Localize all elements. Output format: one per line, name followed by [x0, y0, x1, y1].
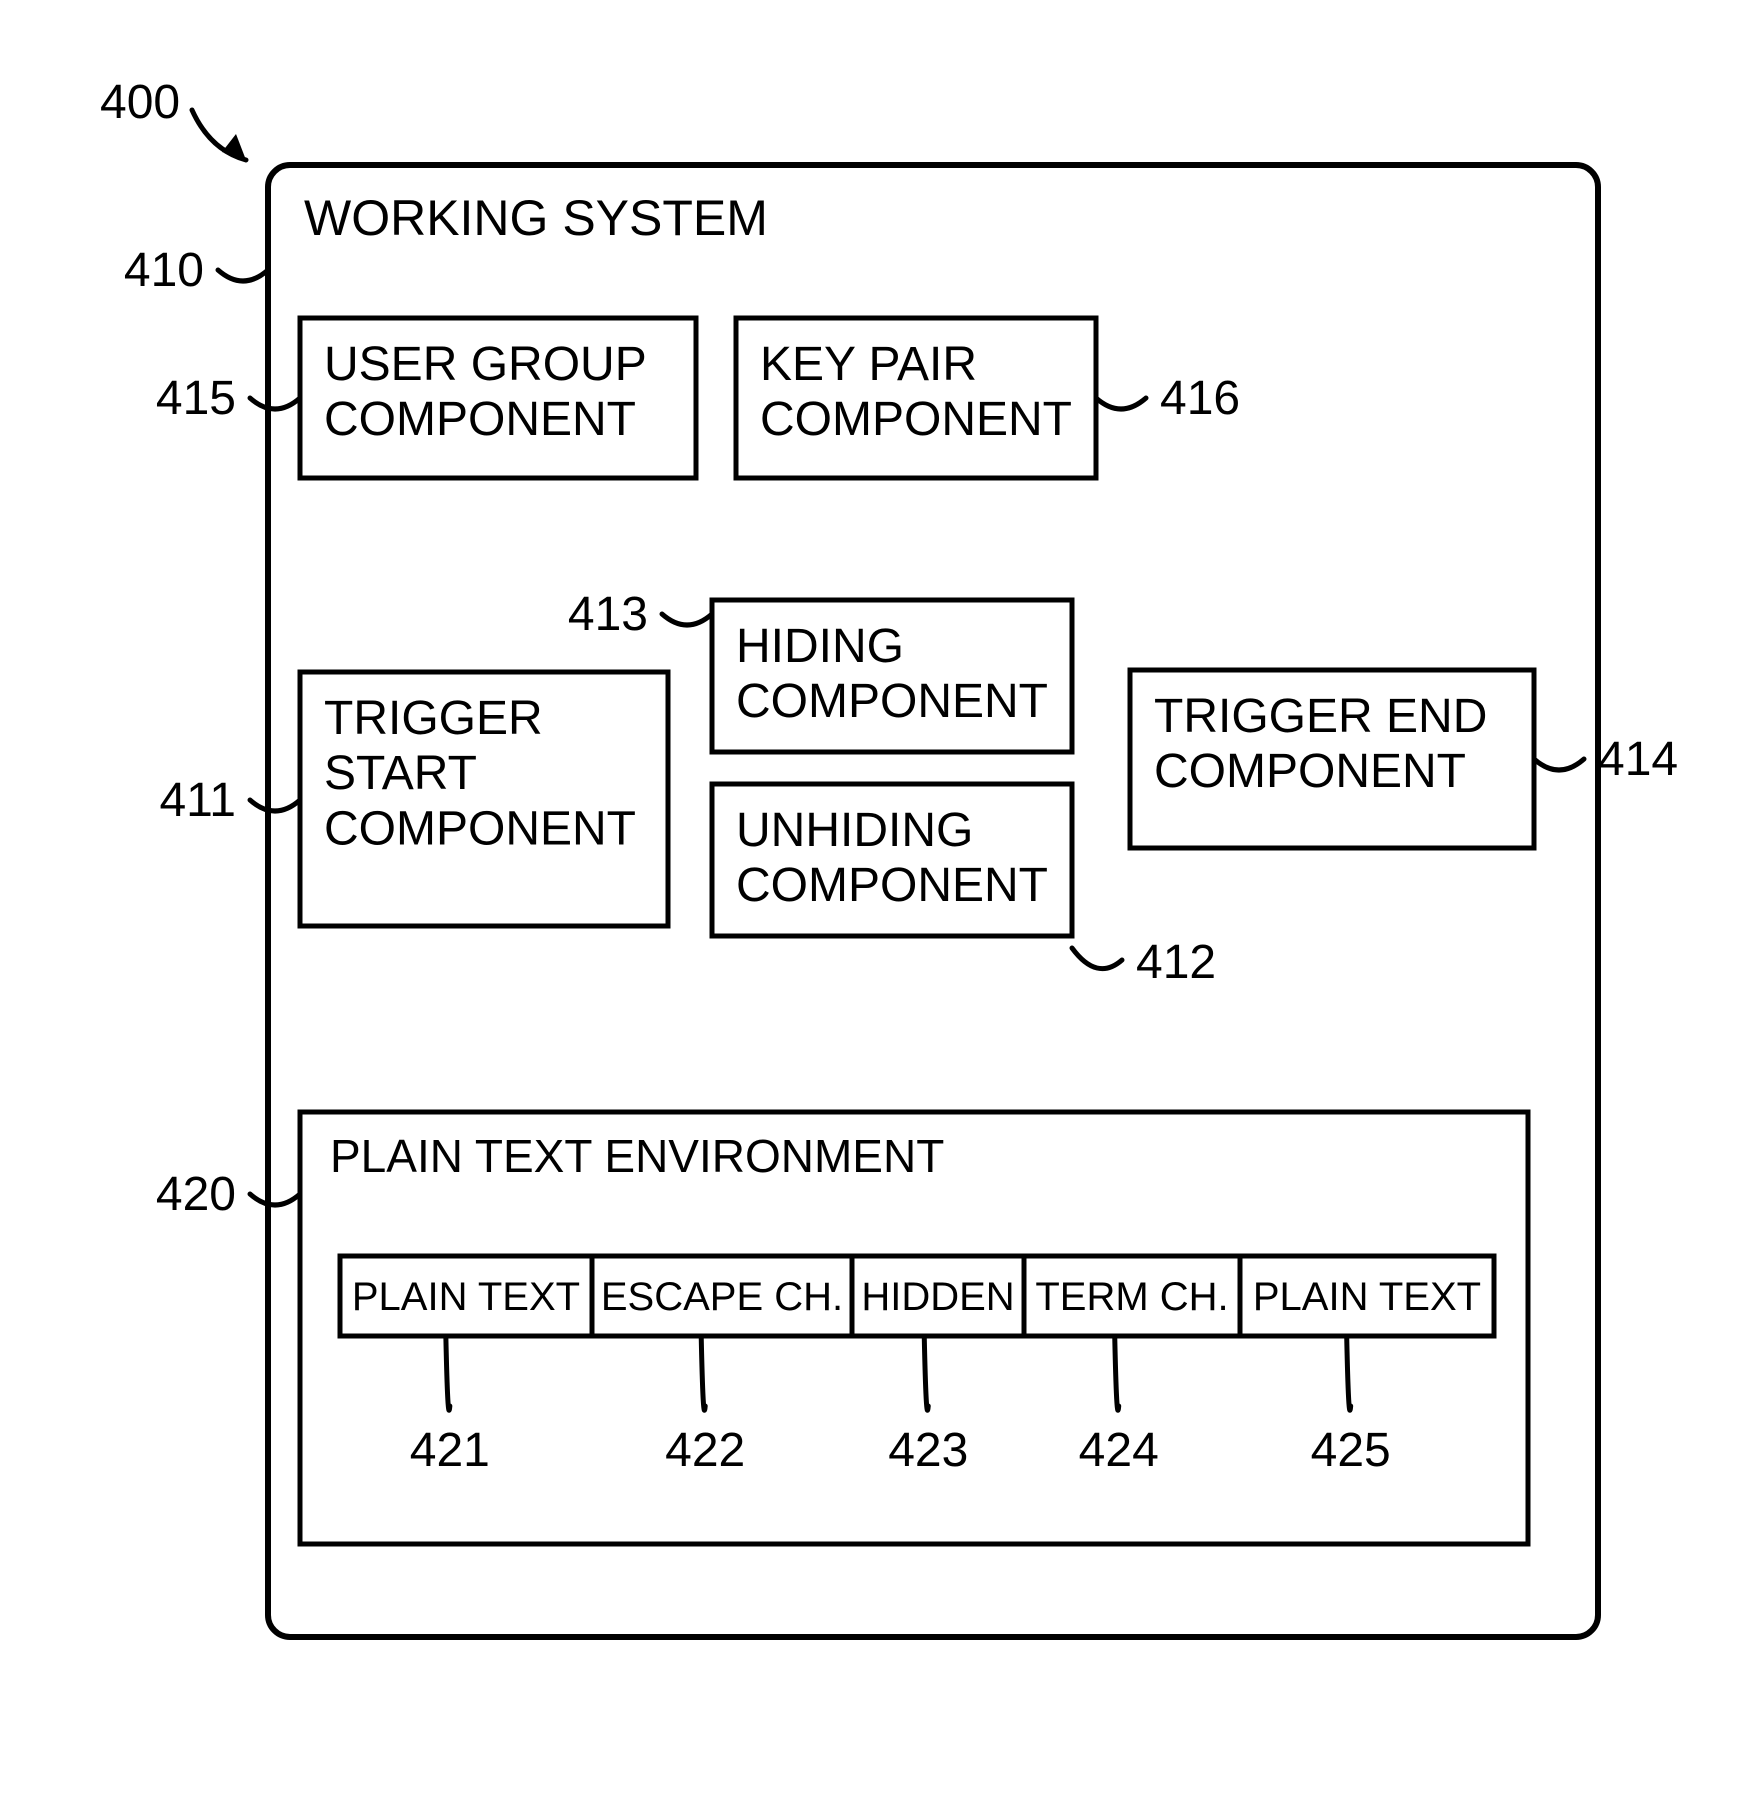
working-system-title: WORKING SYSTEM: [304, 190, 768, 246]
key-pair-label-0: KEY PAIR: [760, 338, 977, 391]
hiding-label-0: HIDING: [736, 620, 904, 673]
ref-412-ref: 412: [1136, 936, 1216, 989]
seq-cell-label-2: HIDDEN: [861, 1275, 1014, 1319]
ref-415-ref: 415: [156, 372, 236, 425]
unhiding-label-1: COMPONENT: [736, 859, 1048, 912]
ref-413-ref: 413: [568, 588, 648, 641]
seq-cell-label-1: ESCAPE CH.: [601, 1275, 843, 1319]
ref-410-ref: 410: [124, 244, 204, 297]
hiding-label-1: COMPONENT: [736, 675, 1048, 728]
trigger-start-label-2: COMPONENT: [324, 802, 636, 855]
figure-ref-label: 400: [100, 76, 180, 129]
seq-ref-3: 424: [1079, 1424, 1159, 1477]
seq-cell-label-0: PLAIN TEXT: [352, 1275, 580, 1319]
ref-416-ref: 416: [1160, 372, 1240, 425]
seq-cell-label-3: TERM CH.: [1035, 1275, 1228, 1319]
seq-cell-label-4: PLAIN TEXT: [1253, 1275, 1481, 1319]
user-group-label-0: USER GROUP: [324, 338, 647, 391]
seq-ref-0: 421: [410, 1424, 490, 1477]
trigger-end-label-1: COMPONENT: [1154, 745, 1466, 798]
unhiding-label-0: UNHIDING: [736, 804, 973, 857]
user-group-label-1: COMPONENT: [324, 393, 636, 446]
plain-text-env-title: PLAIN TEXT ENVIRONMENT: [330, 1130, 944, 1182]
key-pair-label-1: COMPONENT: [760, 393, 1072, 446]
seq-ref-4: 425: [1311, 1424, 1391, 1477]
trigger-end-label-0: TRIGGER END: [1154, 690, 1487, 743]
ref-410-lead: [218, 270, 268, 281]
ref-420-ref: 420: [156, 1168, 236, 1221]
seq-ref-1: 422: [665, 1424, 745, 1477]
trigger-start-label-1: START: [324, 747, 477, 800]
trigger-start-label-0: TRIGGER: [324, 692, 543, 745]
seq-ref-2: 423: [888, 1424, 968, 1477]
ref-411-ref: 411: [159, 774, 236, 827]
ref-414-ref: 414: [1598, 733, 1678, 786]
